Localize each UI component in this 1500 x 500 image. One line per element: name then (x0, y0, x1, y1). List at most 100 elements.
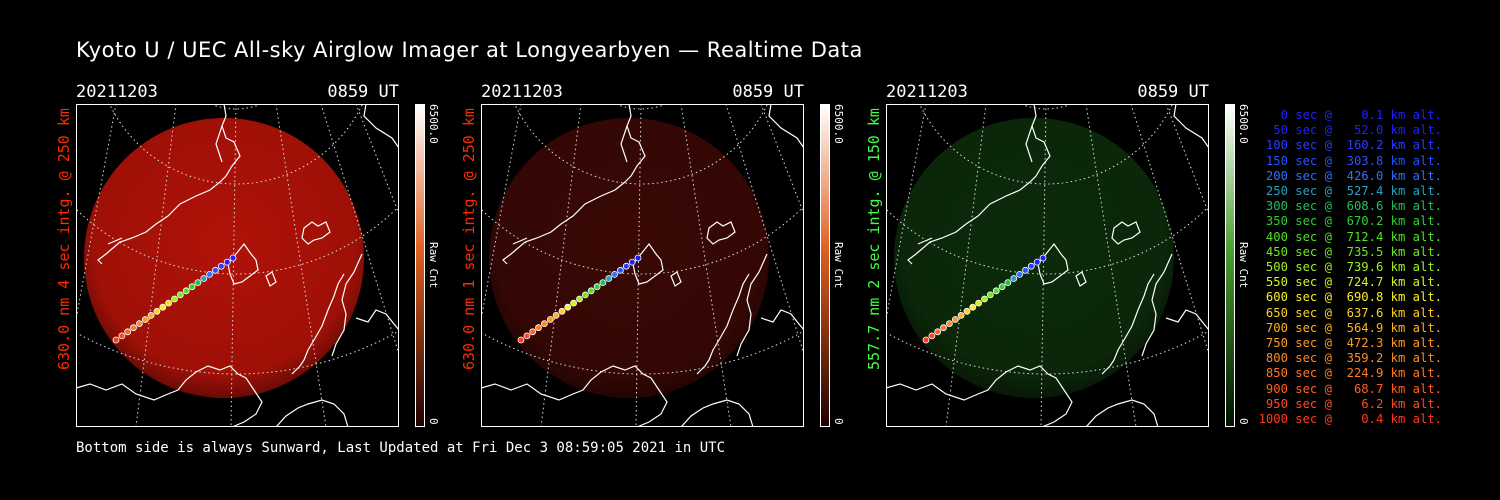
trajectory-point (622, 262, 630, 270)
longitude-line (1085, 104, 1137, 427)
latitude-line (76, 330, 399, 375)
trajectory-point (564, 303, 572, 311)
trajectory-point (581, 291, 589, 299)
panel-1-time: 0859 UT (327, 82, 399, 102)
trajectory-point (1010, 275, 1018, 282)
panel-3-wavelength-label: 557.7 nm 2 sec intg. @ 150 km (865, 108, 883, 370)
latitude-line (886, 330, 1209, 375)
footer-note: Bottom side is always Sunward, Last Upda… (76, 440, 726, 456)
legend-row: 600 sec @ 690.8 km alt. (1258, 290, 1442, 305)
airglow-field (894, 118, 1174, 398)
trajectory-point (928, 332, 936, 340)
trajectory-point (229, 254, 237, 262)
trajectory-point (523, 332, 531, 340)
longitude-line (76, 104, 117, 323)
page-title: Kyoto U / UEC All-sky Airglow Imager at … (76, 38, 863, 62)
airglow-field (84, 118, 364, 398)
latitude-line (76, 205, 399, 275)
panel-2-colorbar-max: 6500.0 (832, 104, 845, 144)
legend-row: 50 sec @ 52.0 km alt. (1258, 123, 1442, 138)
trajectory-point (986, 291, 994, 299)
longitude-line (135, 104, 177, 427)
legend-row: 100 sec @ 160.2 km alt. (1258, 138, 1442, 153)
trajectory-point (1021, 266, 1029, 274)
trajectory-point (200, 275, 208, 282)
trajectory-point (194, 279, 202, 287)
legend-row: 700 sec @ 564.9 km alt. (1258, 320, 1442, 335)
longitude-line (886, 104, 927, 323)
panel-1-colorbar-min: 0 (427, 418, 440, 425)
panel-3-colorbar-max: 6500.0 (1237, 104, 1250, 144)
legend-row: 450 sec @ 735.5 km alt. (1258, 244, 1442, 259)
trajectory-point (153, 307, 161, 315)
panel-3-time: 0859 UT (1137, 82, 1209, 102)
trajectory-point (159, 303, 167, 311)
longitude-line (1130, 104, 1209, 355)
panel-2-colorbar (820, 104, 830, 427)
longitude-line (320, 104, 399, 355)
panel-3-allsky-image (886, 104, 1209, 427)
trajectory-point (558, 307, 566, 315)
trajectory-point (1004, 279, 1012, 287)
legend-row: 250 sec @ 527.4 km alt. (1258, 184, 1442, 199)
latitude-line (481, 330, 804, 375)
trajectory-point (517, 336, 525, 344)
airglow-field (489, 118, 769, 398)
trajectory-point (576, 295, 583, 303)
panel-1-colorbar-max: 6500.0 (427, 104, 440, 144)
trajectory-point (176, 291, 184, 299)
trajectory-point (1016, 270, 1024, 278)
legend-row: 800 sec @ 359.2 km alt. (1258, 351, 1442, 366)
legend-row: 0 sec @ 0.1 km alt. (1258, 108, 1442, 122)
trajectory-point (611, 270, 619, 278)
trajectory-point (951, 316, 959, 323)
plot-frame (481, 104, 804, 427)
trajectory-point (605, 275, 613, 282)
legend-row: 350 sec @ 670.2 km alt. (1258, 214, 1442, 229)
plot-frame (886, 104, 1209, 427)
trajectory-point (963, 307, 971, 315)
trajectory-point (957, 311, 965, 319)
panel-3-colorbar-unit: Raw Cnt (1237, 242, 1250, 289)
trajectory-point (992, 287, 1000, 295)
trajectory-point (171, 295, 178, 303)
trajectory-point (130, 324, 137, 332)
coastline (886, 104, 1209, 427)
panel-2-time: 0859 UT (732, 82, 804, 102)
legend-row: 400 sec @ 712.4 km alt. (1258, 229, 1442, 244)
coastline (76, 104, 399, 427)
panel-2-wavelength-label: 630.0 nm 1 sec intg. @ 250 km (460, 108, 478, 370)
longitude-line (275, 104, 327, 427)
legend-row: 550 sec @ 724.7 km alt. (1258, 275, 1442, 290)
trajectory-point (552, 311, 560, 319)
trajectory-point (922, 336, 930, 344)
trajectory-legend: 0 sec @ 0.1 km alt. 50 sec @ 52.0 km alt… (1250, 108, 1442, 427)
trajectory-point (206, 270, 214, 278)
latitude-line (886, 205, 1209, 275)
trajectory-point (975, 299, 982, 307)
trajectory-point (616, 266, 624, 274)
trajectory-point (969, 303, 977, 311)
trajectory-point (112, 336, 120, 344)
trajectory-point (118, 332, 126, 340)
trajectory-point (940, 324, 947, 332)
longitude-line (1165, 104, 1209, 215)
trajectory-point (599, 279, 607, 287)
trajectory-point (165, 299, 172, 307)
panel-3-colorbar (1225, 104, 1235, 427)
coastline (481, 104, 804, 427)
longitude-line (481, 104, 522, 323)
trajectory-point (147, 311, 155, 319)
panel-1-colorbar-unit: Raw Cnt (427, 242, 440, 289)
trajectory-point (141, 316, 149, 323)
trajectory-point (1033, 258, 1041, 266)
legend-row: 500 sec @ 739.6 km alt. (1258, 260, 1442, 275)
trajectory-point (217, 262, 225, 270)
panel-1-date: 20211203 (76, 82, 158, 102)
trajectory-point (587, 287, 595, 295)
longitude-line (355, 104, 399, 215)
trajectory-point (946, 320, 953, 328)
trajectory-point (998, 283, 1006, 291)
legend-row: 300 sec @ 608.6 km alt. (1258, 199, 1442, 214)
legend-row: 650 sec @ 637.6 km alt. (1258, 305, 1442, 320)
